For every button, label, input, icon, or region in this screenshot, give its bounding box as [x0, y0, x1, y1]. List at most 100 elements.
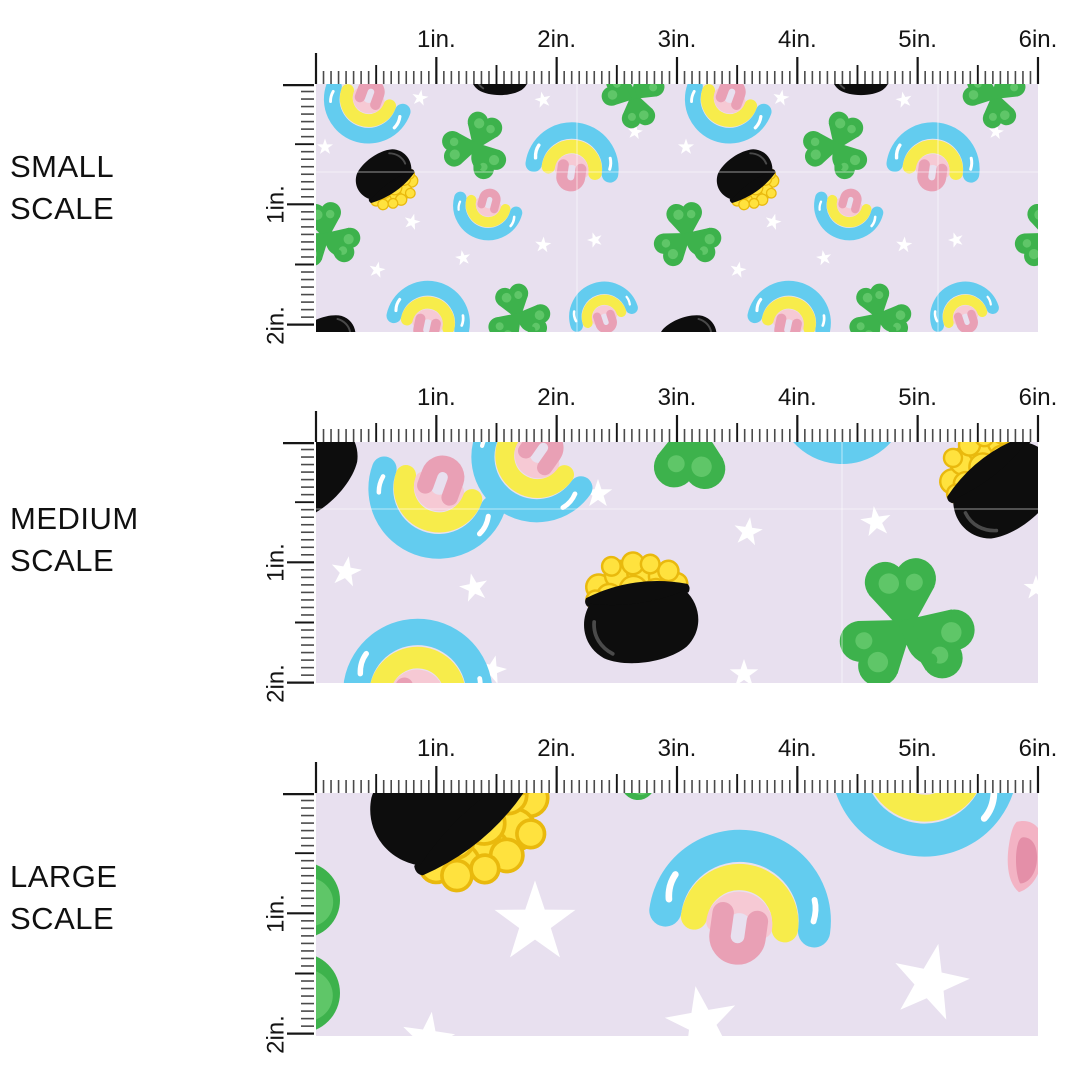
h-ruler-label-medium-4in: 4in. — [777, 384, 817, 411]
star-icon — [732, 515, 765, 547]
star-icon — [367, 260, 387, 279]
h-ruler-label-large-2in: 2in. — [537, 735, 576, 762]
horizontal-ruler-large — [314, 762, 1040, 793]
v-ruler-label-small-1in: 1in. — [262, 185, 290, 225]
h-ruler-label-large-5in: 5in. — [898, 735, 937, 762]
pinkbit-icon — [1007, 820, 1038, 893]
star-icon — [660, 979, 743, 1036]
star-icon — [729, 659, 759, 683]
shamrock-icon — [316, 192, 371, 279]
star-icon — [946, 230, 966, 249]
pot-icon — [316, 442, 377, 539]
h-ruler-label-small-1in: 1in. — [416, 26, 456, 53]
star-icon — [894, 90, 914, 109]
rainbow-icon — [814, 185, 881, 240]
shamrock-icon — [612, 442, 773, 499]
scale-label-line2: SCALE — [10, 901, 115, 936]
star-icon — [815, 248, 833, 266]
rainbow-icon — [321, 84, 408, 146]
pot-icon — [917, 442, 1038, 558]
v-ruler-label-large-2in: 2in. — [262, 1014, 290, 1054]
pot-icon — [316, 307, 368, 332]
leafbump-icon — [621, 793, 655, 800]
fabric-swatch-medium — [316, 442, 1038, 683]
pot-icon — [707, 139, 791, 223]
star-icon — [454, 248, 472, 266]
vertical-ruler-small — [283, 84, 314, 326]
rainbow-icon — [453, 185, 520, 240]
leafbump-icon — [316, 953, 340, 1033]
h-ruler-label-large-4in: 4in. — [777, 735, 817, 762]
vertical-ruler-medium — [283, 442, 314, 684]
scale-label-medium: MEDIUM SCALE — [10, 498, 139, 582]
rainbow-icon — [784, 442, 898, 457]
pattern-medium — [316, 442, 1038, 683]
rainbow-icon — [929, 280, 997, 332]
fabric-swatch-small — [316, 84, 1038, 332]
shamrock-icon — [833, 271, 924, 332]
rainbow-icon — [682, 84, 769, 146]
star-icon — [316, 138, 334, 154]
v-ruler-label-medium-1in: 1in. — [262, 543, 290, 583]
h-ruler-label-medium-6in: 6in. — [1018, 384, 1058, 411]
h-ruler-label-small-2in: 2in. — [537, 26, 576, 53]
v-ruler-label-large-1in: 1in. — [262, 894, 290, 934]
scale-label-line2: SCALE — [10, 543, 115, 578]
pot-icon — [344, 793, 580, 924]
star-icon — [494, 880, 576, 958]
star-icon — [728, 260, 748, 279]
rainbow-icon — [352, 622, 489, 683]
shamrock-icon — [472, 271, 563, 332]
star-icon — [533, 90, 553, 109]
pattern-large — [316, 793, 1038, 1036]
pot-icon — [572, 542, 706, 672]
h-ruler-label-medium-3in: 3in. — [657, 384, 697, 411]
rainbow-icon — [752, 282, 830, 332]
rainbow-icon — [568, 280, 636, 332]
pot-icon — [651, 307, 729, 332]
h-ruler-label-medium-1in: 1in. — [416, 384, 456, 411]
h-ruler-label-small-6in: 6in. — [1018, 26, 1058, 53]
h-ruler-label-small-3in: 3in. — [657, 26, 697, 53]
horizontal-ruler-small — [314, 53, 1040, 84]
scale-label-line2: SCALE — [10, 191, 115, 226]
horizontal-ruler-medium — [314, 411, 1040, 442]
pattern-small — [316, 84, 1038, 332]
star-icon — [410, 88, 430, 107]
h-ruler-label-small-5in: 5in. — [898, 26, 937, 53]
shamrock-icon — [642, 192, 732, 279]
star-icon — [763, 211, 784, 231]
star-icon — [534, 235, 552, 253]
pot-icon — [469, 84, 531, 97]
star-icon — [1023, 575, 1038, 599]
star-icon — [677, 138, 695, 154]
fabric-swatch-large — [316, 793, 1038, 1036]
h-ruler-label-large-6in: 6in. — [1018, 735, 1058, 762]
star-icon — [886, 935, 976, 1023]
shamrock-icon — [431, 102, 521, 189]
star-icon — [456, 570, 491, 603]
rainbow-icon — [391, 282, 469, 332]
star-icon — [328, 553, 364, 588]
h-ruler-label-medium-5in: 5in. — [898, 384, 937, 411]
shamrock-icon — [1003, 192, 1038, 279]
vertical-ruler-large — [283, 793, 314, 1035]
v-ruler-label-small-2in: 2in. — [262, 305, 290, 345]
rainbow-icon — [892, 126, 976, 192]
star-icon — [398, 1008, 458, 1036]
star-icon — [895, 235, 913, 253]
scale-label-line1: MEDIUM — [10, 501, 139, 536]
pot-icon — [346, 139, 430, 223]
star-icon — [402, 211, 423, 231]
h-ruler-label-large-1in: 1in. — [416, 735, 456, 762]
star-icon — [771, 88, 791, 107]
h-ruler-label-medium-2in: 2in. — [537, 384, 576, 411]
scale-label-large: LARGE SCALE — [10, 856, 118, 940]
rainbow-icon — [830, 793, 1007, 857]
leafbump-icon — [316, 862, 340, 938]
pot-icon — [830, 84, 892, 97]
rainbow-icon — [661, 836, 825, 964]
star-icon — [585, 230, 605, 249]
scale-label-line1: SMALL — [10, 149, 115, 184]
